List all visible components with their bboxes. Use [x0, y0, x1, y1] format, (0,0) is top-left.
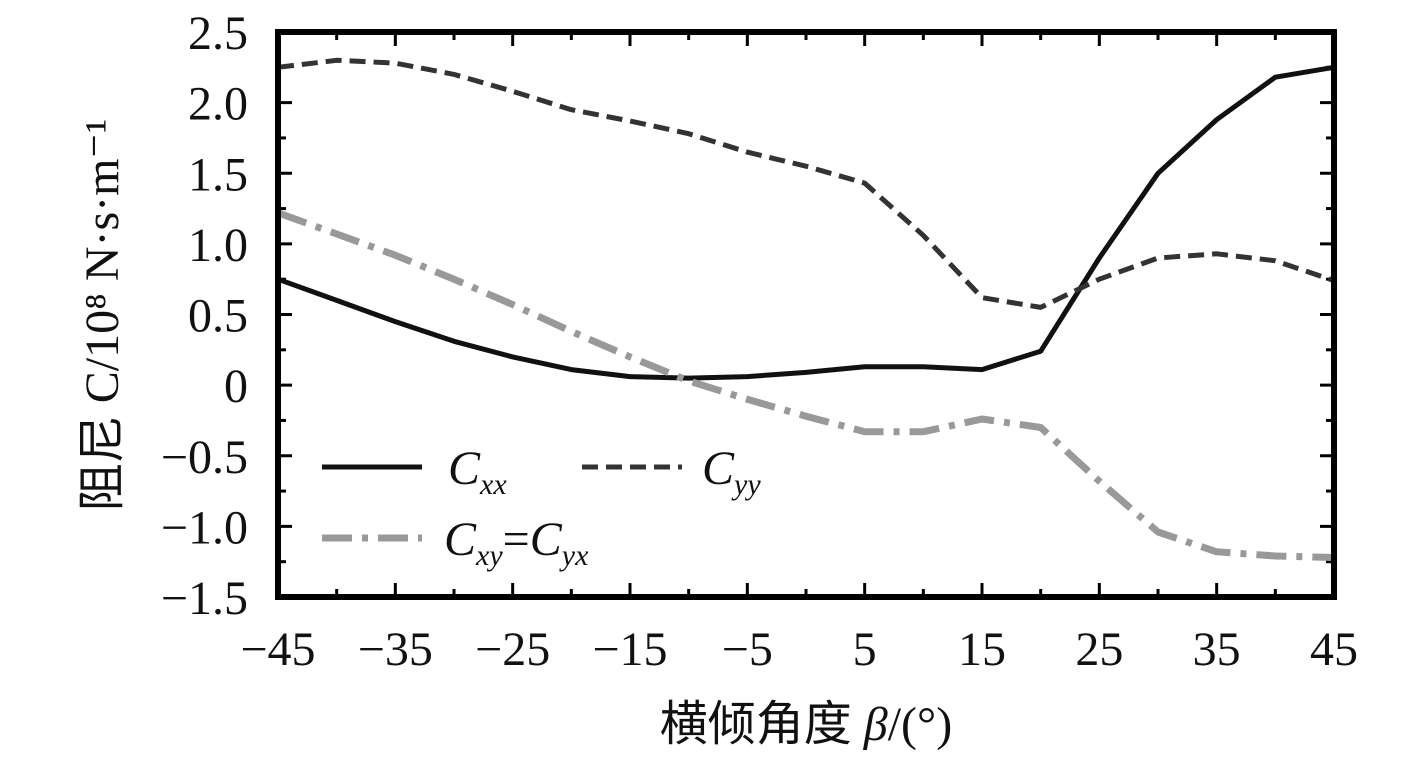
x-tick-label: 35	[1193, 623, 1241, 676]
y-tick-label: 1.5	[188, 148, 248, 201]
series-line-cxy	[276, 209, 1335, 561]
y-tick-label: −1.0	[161, 501, 248, 554]
series-line-cyy	[277, 57, 1335, 310]
x-tick-label: 45	[1310, 623, 1358, 676]
plot-frame	[275, 29, 1337, 600]
x-tick-label: −45	[240, 623, 315, 676]
x-tick-label: −5	[722, 623, 773, 676]
y-tick-label: 1.0	[188, 219, 248, 272]
x-axis-title: 横倾角度 β/(°)	[660, 698, 952, 751]
legend-label-cxy-sub2: yx	[559, 539, 589, 572]
legend-label-cxx-main: C	[448, 442, 481, 495]
legend-label-cxx-sub: xx	[479, 468, 507, 501]
legend-label-cyy-main: C	[702, 442, 735, 495]
y-tick-label: 0.5	[188, 290, 248, 343]
y-tick-label: −1.5	[161, 572, 248, 625]
y-tick-label: 2.0	[188, 78, 248, 131]
y-tick-labels: 2.5 2.0 1.5 1.0 0.5 0 −0.5 −1.0 −1.5	[161, 7, 248, 625]
x-axis-title-unit: /(°)	[888, 698, 953, 751]
x-axis-title-symbol: β	[863, 698, 888, 751]
x-tick-label: −25	[475, 623, 550, 676]
legend-label-cyy: Cyy	[702, 442, 761, 501]
legend-label-cxy-eq: =	[503, 513, 530, 566]
legend-label-cxy-main: C	[444, 513, 477, 566]
x-tick-label: −15	[592, 623, 667, 676]
axis-ticks	[276, 30, 1336, 599]
x-tick-labels: −45 −35 −25 −15 −5 5 15 25 35 45	[240, 623, 1358, 676]
legend-label-cxy: Cxy=Cyx	[444, 513, 589, 572]
legend-label-cxy-sub: xy	[475, 539, 503, 572]
legend-label-cxx: Cxx	[448, 442, 507, 501]
x-tick-label: 5	[853, 623, 877, 676]
y-axis-title: 阻尼 C/10⁸ N·s·m⁻¹	[76, 119, 129, 511]
y-tick-label: 0	[224, 360, 248, 413]
x-tick-label: 15	[958, 623, 1006, 676]
x-tick-label: −35	[358, 623, 433, 676]
x-axis-title-prefix: 横倾角度	[660, 698, 864, 751]
legend-label-cyy-sub: yy	[731, 468, 761, 501]
y-tick-label: −0.5	[161, 431, 248, 484]
legend: Cxx Cyy Cxy=Cyx	[322, 442, 761, 572]
x-tick-label: 25	[1075, 623, 1123, 676]
series-layer	[276, 57, 1335, 561]
legend-label-cxy-main2: C	[530, 513, 563, 566]
series-line-cxx	[277, 64, 1335, 381]
y-tick-label: 2.5	[188, 7, 248, 60]
